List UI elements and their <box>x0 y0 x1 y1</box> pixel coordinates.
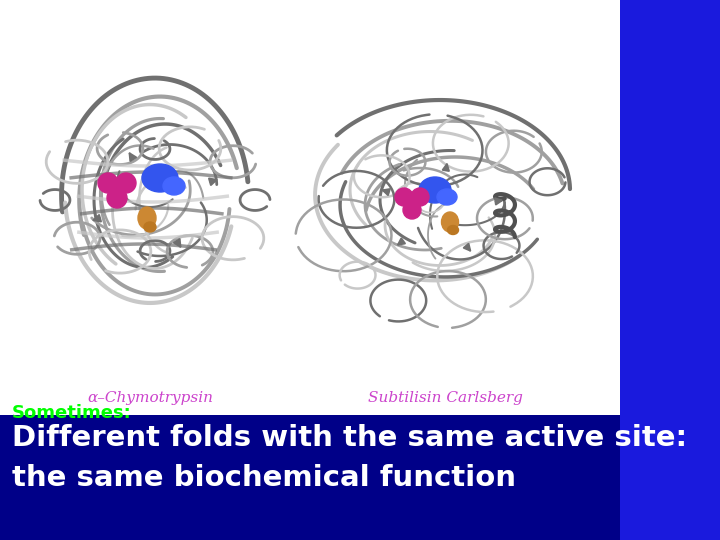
Ellipse shape <box>142 164 178 192</box>
Bar <box>0 0 620 415</box>
Text: Sometimes:: Sometimes: <box>12 404 132 422</box>
Circle shape <box>395 188 413 206</box>
Ellipse shape <box>441 212 459 232</box>
Text: Subtilisin Carlsberg: Subtilisin Carlsberg <box>368 391 523 405</box>
Circle shape <box>116 173 136 193</box>
Circle shape <box>107 188 127 208</box>
Ellipse shape <box>144 222 156 232</box>
Text: the same biochemical function: the same biochemical function <box>12 464 516 492</box>
Ellipse shape <box>448 226 459 234</box>
Ellipse shape <box>419 177 451 203</box>
Ellipse shape <box>138 207 156 229</box>
Ellipse shape <box>163 177 185 195</box>
Ellipse shape <box>437 189 457 205</box>
Circle shape <box>403 201 421 219</box>
Text: α–Chymotrypsin: α–Chymotrypsin <box>87 391 213 405</box>
Bar <box>0 415 620 540</box>
Circle shape <box>98 173 118 193</box>
Bar <box>620 0 720 540</box>
Text: Different folds with the same active site:: Different folds with the same active sit… <box>12 424 687 452</box>
Circle shape <box>411 188 429 206</box>
